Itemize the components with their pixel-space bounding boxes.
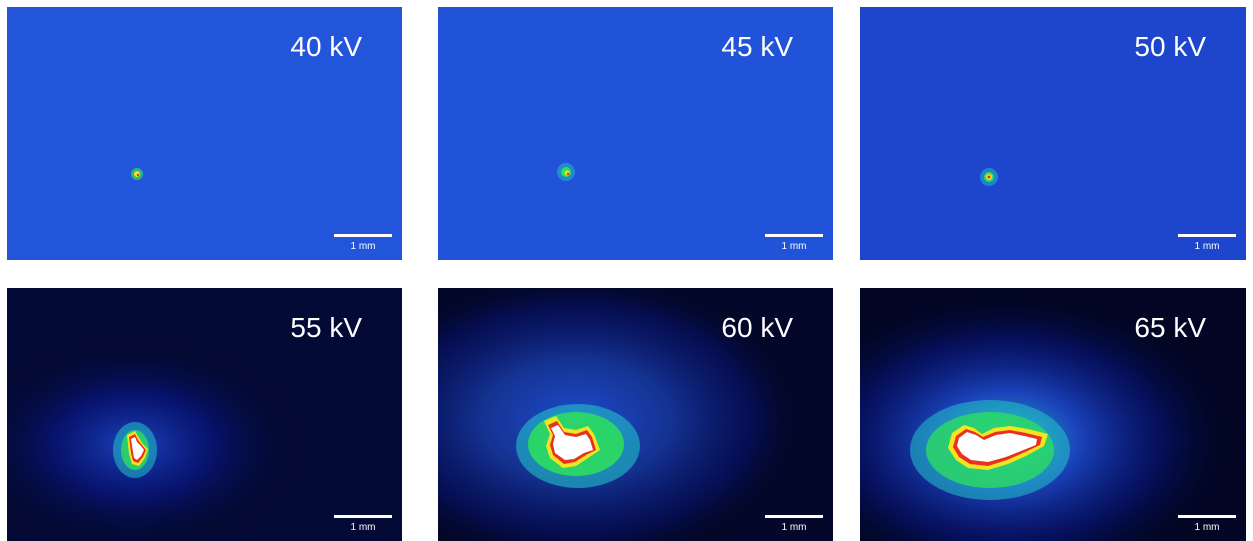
voltage-label: 60 kV xyxy=(721,312,793,343)
image-panel-55kv: 55 kV 1 mm xyxy=(7,288,402,541)
scale-bar-label: 1 mm xyxy=(781,241,807,252)
scale-bar xyxy=(1178,234,1236,237)
xray-image-40kv xyxy=(7,7,402,260)
xray-image-55kv xyxy=(7,288,402,541)
scale-bar xyxy=(334,515,392,518)
scale-bar xyxy=(765,515,823,518)
scale-bar xyxy=(1178,515,1236,518)
image-panel-40kv: 40 kV 1 mm xyxy=(7,7,402,260)
xray-image-45kv xyxy=(438,7,833,260)
image-panel-45kv: 45 kV 1 mm xyxy=(438,7,833,260)
image-panel-50kv: 50 kV 1 mm xyxy=(860,7,1246,260)
scale-bar-label: 1 mm xyxy=(1194,522,1220,533)
scale-bar xyxy=(334,234,392,237)
scale-bar xyxy=(765,234,823,237)
xray-image-60kv xyxy=(438,288,833,541)
voltage-label: 50 kV xyxy=(1134,31,1206,62)
scale-bar-label: 1 mm xyxy=(350,522,376,533)
image-panel-65kv: 65 kV 1 mm xyxy=(860,288,1246,541)
voltage-label: 55 kV xyxy=(290,312,362,343)
scale-bar-label: 1 mm xyxy=(350,241,376,252)
voltage-label: 45 kV xyxy=(721,31,793,62)
scale-bar-label: 1 mm xyxy=(781,522,807,533)
xray-image-50kv xyxy=(860,7,1246,260)
voltage-label: 65 kV xyxy=(1134,312,1206,343)
voltage-label: 40 kV xyxy=(290,31,362,62)
image-panel-60kv: 60 kV 1 mm xyxy=(438,288,833,541)
xray-image-65kv xyxy=(860,288,1246,541)
scale-bar-label: 1 mm xyxy=(1194,241,1220,252)
